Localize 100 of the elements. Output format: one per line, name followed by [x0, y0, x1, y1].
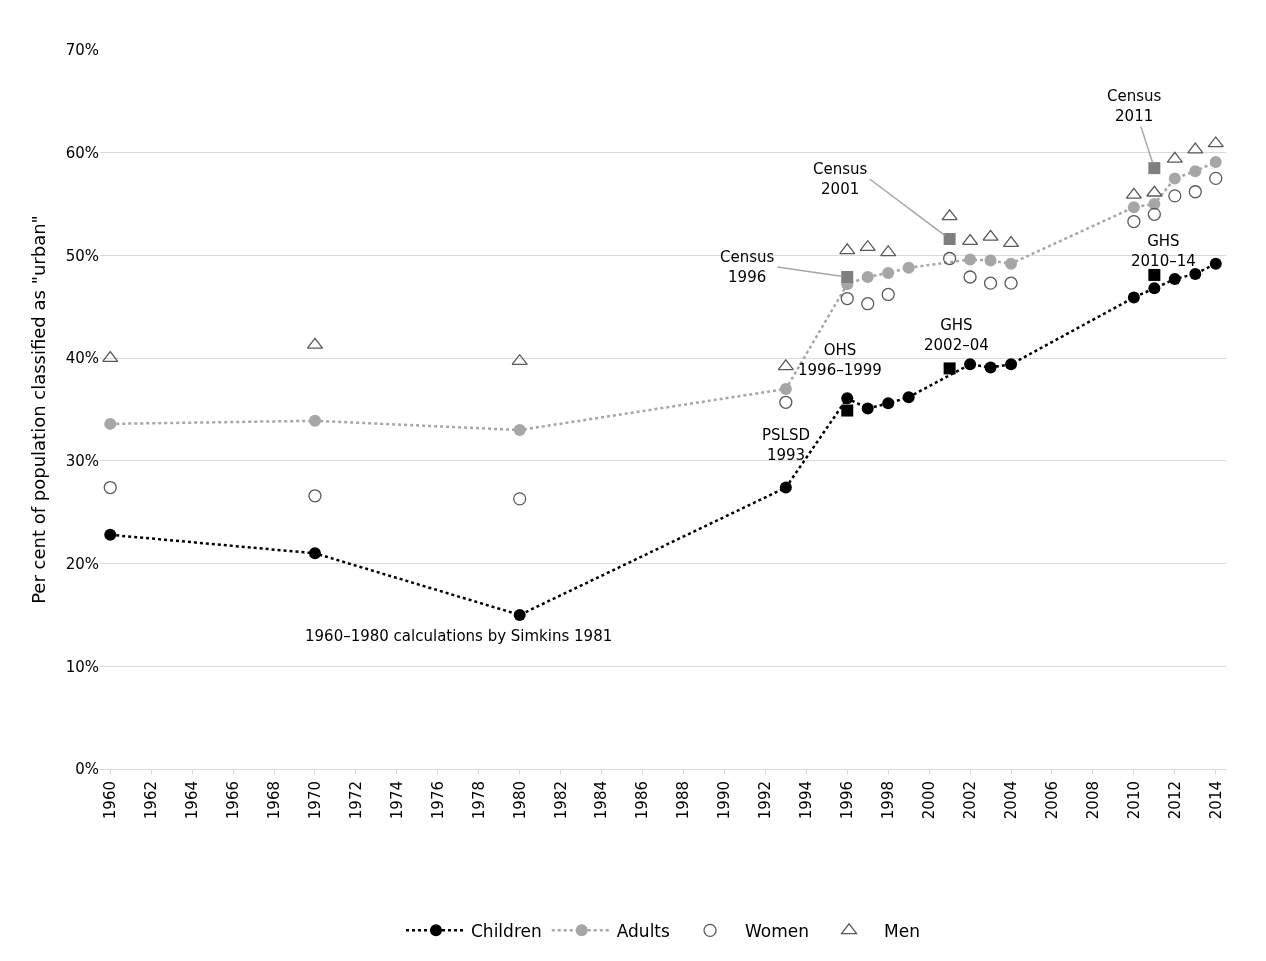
point	[859, 240, 876, 252]
y-tick-label: 60%	[65, 143, 99, 162]
x-tick-label: 1974	[387, 781, 406, 820]
x-tick-label: 2014	[1206, 781, 1225, 820]
point	[840, 291, 854, 306]
point	[1209, 171, 1223, 186]
point	[1168, 273, 1181, 286]
y-tick-label: 30%	[65, 452, 99, 471]
point	[1004, 276, 1018, 290]
x-tick-label: 1988	[674, 781, 693, 820]
annotation: 1960–1980 calculations by Simkins 1981	[305, 627, 613, 645]
point	[941, 209, 958, 221]
point	[103, 480, 117, 495]
point	[308, 414, 321, 427]
y-tick-label: 70%	[65, 41, 99, 60]
point	[1127, 214, 1141, 229]
x-tick-label: 1972	[346, 781, 365, 820]
point	[513, 608, 526, 621]
legend-label: Children	[471, 920, 542, 941]
point	[308, 547, 321, 560]
legend-label: Women	[745, 920, 810, 941]
point	[1127, 201, 1140, 214]
point	[102, 350, 119, 363]
point	[777, 359, 794, 371]
point	[841, 271, 854, 283]
annotation: GHS 2010–14	[1131, 232, 1196, 270]
point	[841, 404, 854, 417]
annotation: Census 1996	[720, 248, 775, 286]
y-tick-label: 10%	[65, 657, 99, 676]
x-tick-label: 1992	[756, 781, 775, 820]
x-tick-label: 2010	[1124, 781, 1143, 820]
point	[984, 254, 997, 267]
annotation: Census 2011	[1107, 87, 1162, 125]
point	[861, 297, 875, 311]
point	[942, 251, 957, 266]
point	[1207, 136, 1224, 148]
x-tick-label: 1970	[305, 781, 324, 820]
point	[839, 243, 856, 255]
point	[779, 395, 793, 409]
point	[1147, 207, 1161, 221]
point	[308, 489, 322, 503]
x-tick-label: 2008	[1083, 781, 1102, 820]
x-tick-label: 1968	[264, 781, 283, 820]
point	[1148, 282, 1161, 295]
point	[943, 232, 956, 245]
point	[963, 270, 977, 284]
point	[104, 528, 117, 541]
point	[1148, 162, 1161, 175]
point	[841, 392, 854, 405]
legend-label: Adults	[616, 920, 671, 941]
annotation: GHS 2002–04	[924, 316, 989, 354]
point	[104, 417, 117, 430]
point	[964, 358, 977, 371]
point	[1168, 172, 1181, 185]
point	[1188, 185, 1202, 199]
point	[902, 391, 915, 404]
point	[982, 229, 999, 241]
point	[1187, 142, 1204, 154]
point	[880, 245, 897, 257]
y-tick-label: 50%	[65, 246, 99, 265]
point	[943, 362, 956, 375]
point	[1148, 198, 1161, 211]
x-tick-label: 1962	[142, 781, 161, 820]
point	[1166, 151, 1183, 163]
x-tick-label: 1998	[879, 781, 898, 820]
point	[513, 424, 526, 437]
x-tick-label: 1984	[592, 781, 611, 820]
x-tick-label: 1990	[715, 781, 734, 820]
annotation: OHS 1996–1999	[798, 341, 882, 379]
x-tick-label: 1966	[223, 781, 242, 820]
x-tick-label: 1976	[428, 781, 447, 820]
y-tick-label: 0%	[75, 760, 99, 779]
x-tick-label: 2000	[920, 781, 939, 820]
x-tick-label: 1996	[838, 781, 857, 820]
point	[902, 261, 915, 274]
point	[1209, 155, 1222, 168]
point	[779, 481, 792, 494]
x-tick-label: 1986	[633, 781, 652, 820]
point	[1127, 291, 1140, 304]
y-axis-title: Per cent of population classified as "urban"	[27, 215, 49, 604]
point	[1209, 257, 1222, 270]
x-tick-label: 1980	[510, 781, 529, 820]
point	[513, 492, 527, 506]
point	[1005, 358, 1018, 371]
x-tick-label: 2004	[1001, 781, 1020, 820]
legend-label: Men	[884, 920, 920, 941]
point	[881, 287, 895, 302]
annotation: Census 2001	[813, 160, 868, 198]
point	[983, 276, 998, 290]
y-tick-label: 20%	[65, 554, 99, 573]
point	[1189, 267, 1202, 280]
point	[1148, 268, 1161, 281]
point	[1005, 257, 1018, 270]
x-tick-label: 1978	[469, 781, 488, 820]
y-tick-label: 40%	[65, 349, 99, 368]
annotation: PSLSD 1993	[762, 426, 810, 464]
x-tick-label: 2002	[960, 781, 979, 820]
x-tick-label: 1982	[551, 781, 570, 820]
x-tick-label: 2012	[1165, 781, 1184, 820]
x-tick-label: 1994	[797, 781, 816, 820]
